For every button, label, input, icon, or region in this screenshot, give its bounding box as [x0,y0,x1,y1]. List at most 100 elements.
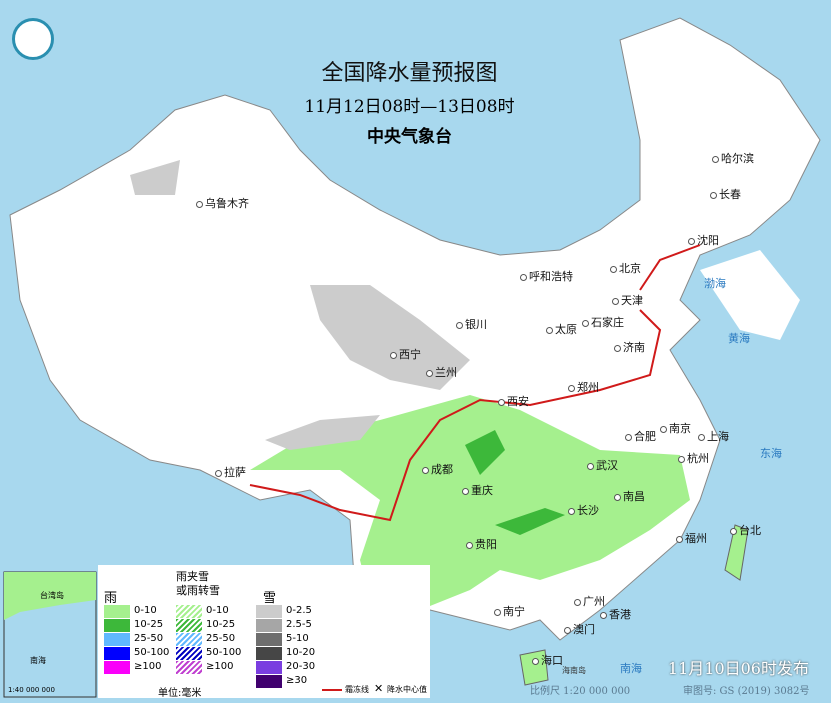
snow-area-0-2.5 [130,160,180,195]
city-label: 呼和浩特 [520,268,573,284]
legend-label-mix: ≥100 [206,661,234,672]
legend-snow-title: 雪 [263,591,277,606]
legend-swatch-rain [104,605,130,618]
legend-label-snow: 20-30 [286,661,316,672]
forecast-period: 11月12日08时—13日08时 [304,97,515,117]
city-label: 海口 [532,652,563,668]
city-label: 西宁 [390,346,421,362]
city-label: 北京 [610,260,641,276]
legend-label-snow: 2.5-5 [286,619,312,630]
legend-label-rain: 25-50 [134,633,164,644]
frost-line-symbol [322,689,342,691]
legend-swatch-snow [256,619,282,632]
issue-time: 11月10日06时发布 [667,659,809,678]
inset-scale: 1:40 000 000 [8,686,55,694]
rain-area-0-10 [250,395,690,610]
city-label: 香港 [600,606,631,622]
legend-mix-title: 或雨转雪 [176,584,220,597]
frost-line [249,309,662,522]
legend-label-rain: 0-10 [134,605,157,616]
sea-label: 黄海 [728,332,750,345]
map-scale: 比例尺 1:20 000 000 [530,686,631,697]
legend-label-snow: ≥30 [286,675,308,686]
legend: 雨 雨夹雪 或雨转雪 雪 0-10 10-25 25-50 50-100 ≥100 0-1… [98,565,430,699]
map-title: 全国降水量预报图 [321,61,498,86]
city-label: 澳门 [564,621,595,637]
city-label: 台北 [730,522,761,538]
city-label: 成都 [422,461,453,477]
inset-label: 南海 [30,656,46,665]
legend-swatch-snow [256,633,282,646]
cross-icon: ✕ [374,682,384,695]
inset-land [4,572,96,620]
city-label: 杭州 [678,450,709,466]
sea-label: 南海 [620,662,642,675]
city-label: 沈阳 [688,232,719,248]
sea-label: 东海 [760,447,782,460]
legend-swatch-snow [256,661,282,674]
city-label: 南昌 [614,488,645,504]
city-label: 福州 [676,530,707,546]
legend-unit: 单位:毫米 [158,688,202,699]
legend-label-mix: 10-25 [206,619,236,630]
legend-swatch-rain [104,661,130,674]
city-label: 武汉 [587,457,618,473]
city-label: 哈尔滨 [712,150,754,166]
legend-label-rain: 10-25 [134,619,164,630]
city-label: 天津 [612,292,643,308]
legend-rain-title: 雨 [104,591,118,606]
rain-area-10-25 [465,430,505,475]
legend-swatch-rain [104,647,130,660]
legend-label-mix: 50-100 [206,647,242,658]
legend-label-mix: 0-10 [206,605,229,616]
legend-swatch-mix [176,647,202,660]
city-label: 长沙 [568,502,599,518]
legend-label-snow: 0-2.5 [286,605,312,616]
inset-label: 台湾岛 [40,591,64,600]
legend-label-rain: ≥100 [134,661,162,672]
city-label: 兰州 [426,364,457,380]
frost-line [639,244,701,291]
legend-swatch-rain [104,619,130,632]
review-number: 审图号: GS (2019) 3082号 [683,686,810,697]
hainan-island-label: 海南岛 [562,666,586,675]
legend-label-mix: 25-50 [206,633,236,644]
legend-mix-title: 雨夹雪 [176,570,209,583]
legend-swatch-mix [176,633,202,646]
city-label: 上海 [698,428,729,444]
city-label: 拉萨 [215,464,246,480]
legend-swatch-snow [256,647,282,660]
snow-area-0-2.5 [265,415,380,450]
legend-swatch-mix [176,661,202,674]
city-label: 石家庄 [582,314,624,330]
legend-label-rain: 50-100 [134,647,170,658]
rain-area-10-25 [495,508,565,535]
city-label: 西安 [498,393,529,409]
legend-swatch-mix [176,605,202,618]
city-label: 广州 [574,593,605,609]
legend-swatch-snow [256,605,282,618]
issuing-organization: 中央气象台 [367,127,452,147]
legend-swatch-rain [104,633,130,646]
city-label: 郑州 [568,379,599,395]
city-label: 合肥 [625,428,656,444]
korea-japan [700,250,800,340]
city-label: 贵阳 [466,536,497,552]
legend-swatch-snow [256,675,282,688]
city-label: 长春 [710,186,741,202]
city-label: 济南 [614,339,645,355]
city-label: 太原 [546,321,577,337]
legend-swatch-mix [176,619,202,632]
city-label: 南宁 [494,603,525,619]
cma-logo-icon [12,18,54,60]
city-label: 南京 [660,420,691,436]
legend-center: 降水中心值 [387,685,427,694]
city-label: 重庆 [462,482,493,498]
legend-label-snow: 5-10 [286,633,309,644]
legend-label-snow: 10-20 [286,647,316,658]
sea-label: 渤海 [704,277,726,290]
legend-frost: 霜冻线 [345,685,369,694]
city-label: 乌鲁木齐 [196,195,249,211]
